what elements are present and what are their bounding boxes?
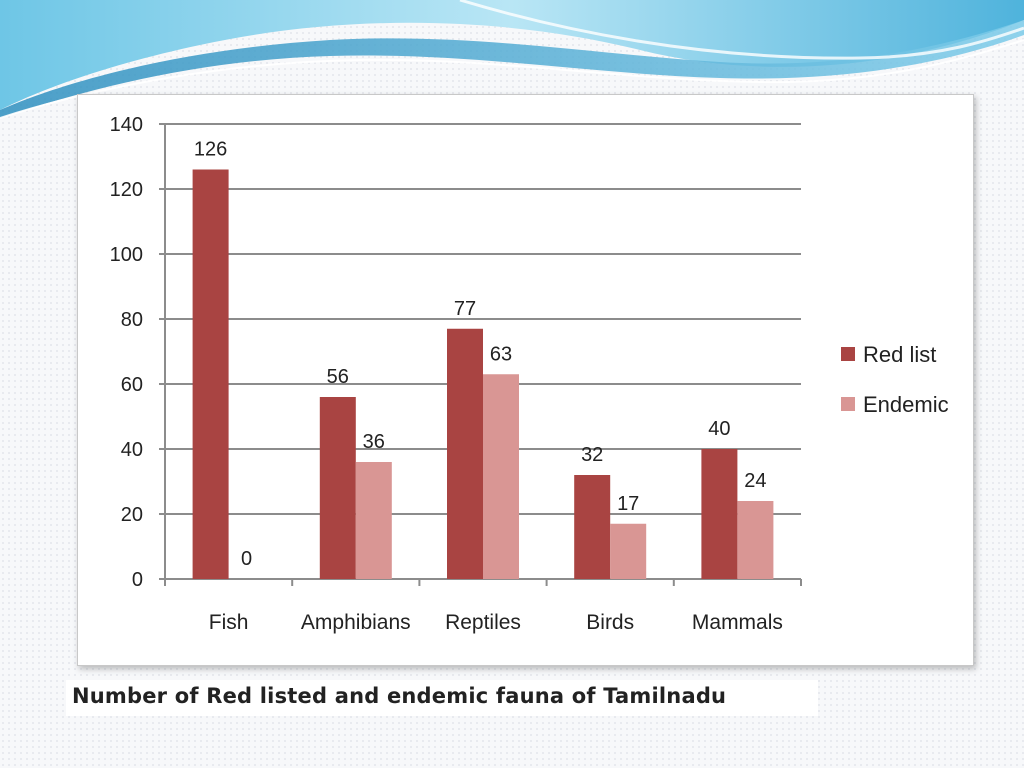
y-tick-label: 0 — [132, 569, 143, 591]
y-tick-label: 120 — [110, 179, 143, 201]
data-label: 0 — [241, 548, 252, 570]
y-tick-label: 100 — [110, 244, 143, 266]
category-label: Mammals — [692, 611, 783, 634]
y-tick-label: 40 — [121, 439, 143, 461]
category-label: Reptiles — [445, 611, 521, 634]
header-waves — [0, 0, 1024, 119]
data-label: 40 — [708, 418, 730, 440]
data-label: 24 — [744, 470, 766, 492]
chart-panel: 0 20 40 60 80 100 120 140 126 0 Fish 56 36 Amphibian… — [77, 94, 974, 666]
wave-line — [0, 39, 1024, 119]
legend-swatch — [841, 347, 855, 361]
caption-background — [66, 680, 818, 716]
labels: 126 0 Fish 56 36 Amphibians 77 63 Reptiles 32 17 Bi… — [194, 139, 783, 635]
y-tick-label: 20 — [121, 504, 143, 526]
data-label: 77 — [454, 298, 476, 320]
category-label: Amphibians — [301, 611, 411, 634]
bar-endemic — [610, 523, 647, 579]
bar-red-list — [574, 475, 611, 579]
y-tick-label: 60 — [121, 374, 143, 396]
bar-chart: 0 20 40 60 80 100 120 140 126 0 Fish 56 36 Amphibian… — [110, 114, 949, 635]
chart-caption: Number of Red listed and endemic fauna o… — [72, 684, 727, 708]
legend-label: Red list — [863, 342, 936, 367]
bar-endemic — [483, 374, 519, 579]
data-label: 126 — [194, 139, 227, 161]
wave-line-2 — [459, 0, 1024, 60]
legend-swatch — [841, 397, 855, 411]
category-label: Birds — [586, 611, 634, 634]
data-label: 32 — [581, 444, 603, 466]
wave-band — [0, 20, 1024, 118]
bar-endemic — [737, 501, 774, 579]
bar-red-list — [447, 328, 483, 579]
data-label: 63 — [490, 343, 512, 365]
bar-red-list — [319, 397, 356, 579]
bar-endemic — [355, 462, 392, 579]
data-label: 36 — [363, 431, 385, 453]
bars — [192, 169, 774, 579]
category-label: Fish — [209, 611, 249, 634]
y-tick-label: 140 — [110, 114, 143, 136]
data-label: 17 — [617, 493, 639, 515]
legend: Red list Endemic — [841, 342, 949, 417]
bar-red-list — [192, 169, 229, 579]
wave-top — [0, 0, 1024, 110]
data-label: 56 — [327, 366, 349, 388]
legend-label: Endemic — [863, 392, 949, 417]
bar-red-list — [701, 449, 738, 579]
y-tick-label: 80 — [121, 309, 143, 331]
